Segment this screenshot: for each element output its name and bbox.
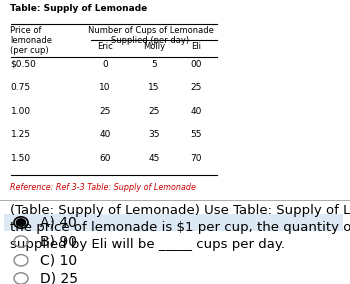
Text: 00: 00 (190, 60, 202, 69)
Text: C) 10: C) 10 (40, 253, 77, 267)
Text: 1.50: 1.50 (10, 154, 31, 163)
Text: 1.00: 1.00 (10, 107, 31, 116)
Text: 60: 60 (99, 154, 111, 163)
Circle shape (16, 219, 26, 226)
Text: 0.75: 0.75 (10, 83, 31, 92)
Text: 35: 35 (148, 130, 160, 139)
Text: $0.50: $0.50 (10, 60, 36, 69)
FancyBboxPatch shape (4, 214, 343, 231)
Text: Table: Supply of Lemonade: Table: Supply of Lemonade (10, 4, 148, 13)
Text: 10: 10 (99, 83, 111, 92)
Text: 70: 70 (190, 154, 202, 163)
Text: 45: 45 (148, 154, 160, 163)
Text: 1.25: 1.25 (10, 130, 30, 139)
Text: 5: 5 (151, 60, 157, 69)
Text: (Table: Supply of Lemonade) Use Table: Supply of Lemonade. When
the price of lem: (Table: Supply of Lemonade) Use Table: S… (10, 204, 350, 251)
Text: Price of
lemonade
(per cup): Price of lemonade (per cup) (10, 26, 52, 55)
Text: D) 25: D) 25 (40, 272, 78, 284)
Text: 40: 40 (99, 130, 111, 139)
Text: A) 40: A) 40 (40, 216, 77, 229)
Text: 15: 15 (148, 83, 160, 92)
Text: 0: 0 (102, 60, 108, 69)
Text: 25: 25 (99, 107, 111, 116)
Text: 40: 40 (190, 107, 202, 116)
Text: Molly: Molly (143, 42, 165, 51)
Text: Eli: Eli (191, 42, 201, 51)
Text: Reference: Ref 3-3 Table: Supply of Lemonade: Reference: Ref 3-3 Table: Supply of Lemo… (10, 183, 196, 192)
Text: 25: 25 (148, 107, 160, 116)
Text: Eric: Eric (97, 42, 113, 51)
Text: Number of Cups of Lemonade
Supplied (per day): Number of Cups of Lemonade Supplied (per… (88, 26, 214, 45)
Text: 55: 55 (190, 130, 202, 139)
Text: 25: 25 (190, 83, 202, 92)
Text: B) 90: B) 90 (40, 235, 77, 248)
